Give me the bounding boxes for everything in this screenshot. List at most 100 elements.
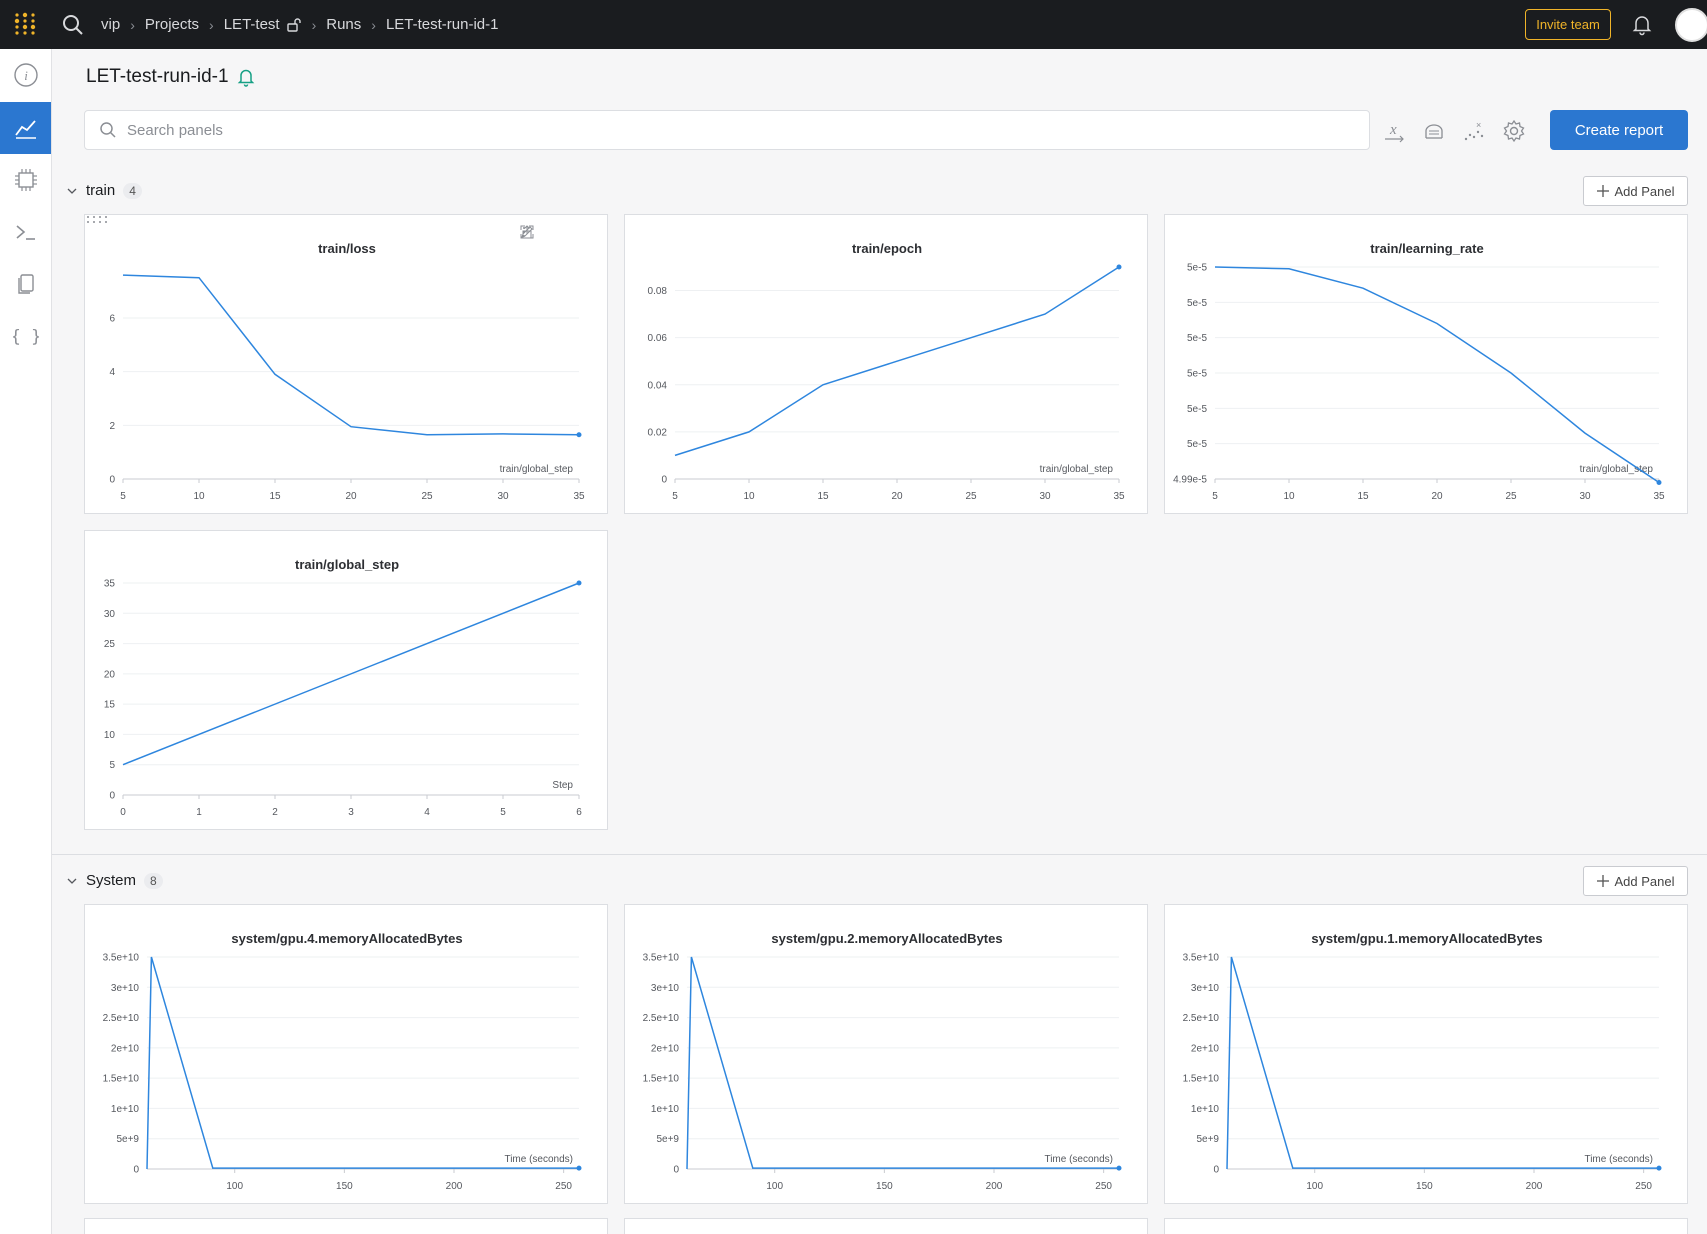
notifications-bell-icon[interactable]	[1630, 12, 1654, 36]
chart-svg: train/loss 0 2 4 6 5 10 15 20 25 30 35 train/global_…	[109, 241, 585, 502]
series-endpoint	[1656, 1165, 1662, 1171]
chart-panel[interactable]: train/epoch 0 0.02 0.04 0.06 0.08 5 10 15 20 25 30 3…	[624, 214, 1148, 514]
drag-handle-icon[interactable]	[85, 215, 111, 225]
x-tick-label: 15	[817, 491, 829, 502]
chevron-right-icon: ›	[209, 16, 214, 33]
avatar[interactable]	[1675, 8, 1707, 42]
search-icon[interactable]	[61, 13, 85, 37]
chart-panel-partial[interactable]	[624, 1218, 1148, 1234]
alert-bell-icon[interactable]	[237, 67, 255, 87]
y-tick-label: 3e+10	[111, 983, 140, 994]
breadcrumb-entity-label: vip	[101, 16, 121, 33]
x-tick-label: 6	[576, 807, 582, 818]
y-tick-label: 5	[109, 760, 115, 771]
add-panel-button[interactable]: Add Panel	[1583, 866, 1688, 896]
gear-icon[interactable]	[1501, 118, 1527, 144]
chart-panel[interactable]: train/learning_rate 4.99e-5 5e-5 5e-5 5e-5 5e…	[1164, 214, 1688, 514]
x-axis-icon[interactable]: x	[1381, 118, 1407, 144]
y-tick-label: 5e-5	[1187, 298, 1207, 309]
x-tick-label: 100	[226, 1181, 243, 1192]
y-tick-label: 0	[661, 475, 667, 486]
chart-panel-partial[interactable]	[84, 1218, 608, 1234]
search-panels-input[interactable]	[127, 121, 1327, 139]
x-axis-label: Step	[552, 780, 573, 791]
x-tick-label: 3	[348, 807, 354, 818]
chevron-right-icon: ›	[130, 16, 135, 33]
y-tick-label: 5e-5	[1187, 439, 1207, 450]
section-header-train[interactable]: train 4	[66, 182, 142, 199]
add-panel-label: Add Panel	[1614, 873, 1675, 889]
chart-panel-partial[interactable]	[1164, 1218, 1688, 1234]
svg-text:{ }: { }	[13, 327, 39, 347]
x-tick-label: 0	[120, 807, 126, 818]
y-tick-label: 5e-5	[1187, 369, 1207, 380]
sidebar-item-system[interactable]	[0, 154, 51, 206]
y-tick-label: 4.99e-5	[1173, 475, 1207, 486]
chart-panel[interactable]: train/global_step 0 5 10 15 20 25 30 35 0 1 2 3 4 5 6 St…	[84, 530, 608, 830]
wandb-logo-icon[interactable]	[10, 10, 40, 40]
y-tick-label: 1e+10	[651, 1104, 680, 1115]
section-header-system[interactable]: System 8	[66, 872, 163, 889]
breadcrumb-runs[interactable]: Runs	[326, 16, 361, 33]
sidebar-item-logs[interactable]	[0, 206, 51, 258]
series-line	[122, 274, 580, 436]
chart-panel[interactable]: system/gpu.1.memoryAllocatedBytes 0 5e+9 1e…	[1164, 904, 1688, 1204]
sidebar-item-charts[interactable]	[0, 102, 51, 154]
x-axis-label: Time (seconds)	[1044, 1154, 1113, 1165]
y-tick-label: 0.06	[648, 333, 668, 344]
x-tick-label: 25	[965, 491, 977, 502]
sidebar-item-config[interactable]: { }	[0, 310, 51, 362]
y-tick-label: 25	[104, 639, 116, 650]
more-vertical-icon[interactable]	[520, 225, 528, 239]
breadcrumb-run-label: LET-test-run-id-1	[385, 16, 499, 33]
chart-panel[interactable]: train/loss 0 2 4 6 5 10 15 20 25 30 35 train/global_…	[84, 214, 608, 514]
section-title: System	[86, 872, 137, 889]
x-tick-label: 2	[272, 807, 278, 818]
y-tick-label: 3e+10	[651, 983, 680, 994]
smoothing-icon[interactable]	[1421, 118, 1447, 144]
x-tick-label: 250	[1635, 1181, 1652, 1192]
y-tick-label: 2e+10	[1191, 1043, 1220, 1054]
chart-icon	[14, 120, 36, 139]
search-panels-box	[84, 110, 1370, 150]
fullscreen-icon[interactable]	[520, 225, 534, 239]
chart-title: train/epoch	[852, 241, 922, 256]
x-tick-label: 200	[1526, 1181, 1543, 1192]
chart-svg: train/epoch 0 0.02 0.04 0.06 0.08 5 10 15 20 25 30 3…	[648, 241, 1125, 502]
breadcrumb-entity[interactable]: vip	[101, 16, 120, 33]
svg-text:i: i	[24, 68, 28, 83]
y-tick-label: 0.04	[648, 380, 668, 391]
y-tick-label: 2	[109, 421, 115, 432]
breadcrumb: vip › Projects › LET-test › Runs › LET-t…	[101, 0, 499, 49]
x-tick-label: 5	[120, 491, 126, 502]
y-tick-label: 5e-5	[1187, 404, 1207, 415]
y-tick-label: 3.5e+10	[1183, 953, 1220, 964]
y-tick-label: 10	[104, 730, 116, 741]
y-tick-label: 2e+10	[651, 1043, 680, 1054]
chart-panel[interactable]: system/gpu.2.memoryAllocatedBytes 0 5e+9 1e…	[624, 904, 1148, 1204]
series-line	[1214, 266, 1660, 484]
x-tick-label: 20	[345, 491, 357, 502]
breadcrumb-run[interactable]: LET-test-run-id-1	[386, 16, 499, 33]
series-endpoint	[1116, 264, 1122, 270]
y-tick-label: 3.5e+10	[643, 953, 680, 964]
x-tick-label: 10	[193, 491, 205, 502]
chart-svg: system/gpu.2.memoryAllocatedBytes 0 5e+9 1e…	[643, 931, 1122, 1192]
sidebar-item-files[interactable]	[0, 258, 51, 310]
breadcrumb-project[interactable]: LET-test	[224, 16, 302, 33]
create-report-button[interactable]: Create report	[1550, 110, 1688, 150]
chart-svg: system/gpu.1.memoryAllocatedBytes 0 5e+9 1e…	[1183, 931, 1662, 1192]
outliers-icon[interactable]: ×	[1461, 118, 1487, 144]
add-panel-button[interactable]: Add Panel	[1583, 176, 1688, 206]
sidebar-item-overview[interactable]: i	[0, 49, 51, 101]
y-tick-label: 5e+9	[1196, 1134, 1219, 1145]
plus-icon	[1596, 875, 1609, 887]
x-tick-label: 150	[876, 1181, 893, 1192]
chart-panel[interactable]: system/gpu.4.memoryAllocatedBytes 0 5e+9 1e…	[84, 904, 608, 1204]
x-tick-label: 10	[1283, 491, 1295, 502]
chip-icon	[14, 169, 37, 191]
invite-team-button[interactable]: Invite team	[1525, 9, 1611, 40]
x-tick-label: 20	[891, 491, 903, 502]
chart-svg: train/global_step 0 5 10 15 20 25 30 35 0 1 2 3 4 5 6 St…	[104, 557, 582, 818]
breadcrumb-projects[interactable]: Projects	[145, 16, 199, 33]
